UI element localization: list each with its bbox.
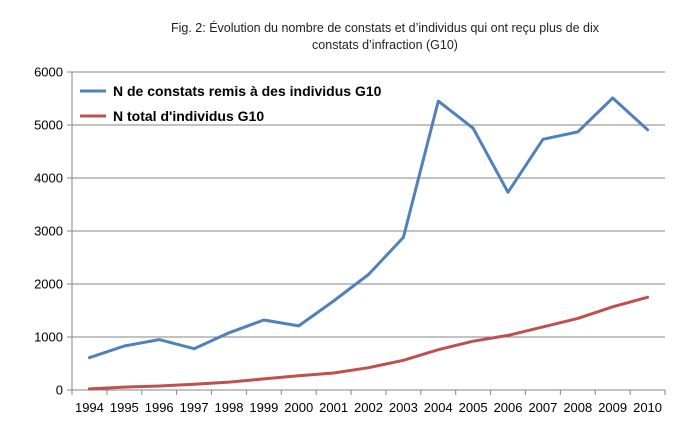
legend-label: N de constats remis à des individus G10: [113, 83, 382, 99]
figure-caption: Fig. 2: Évolution du nombre de constats …: [150, 20, 620, 54]
y-tick-label: 6000: [34, 65, 63, 80]
x-tick-label: 1996: [145, 400, 174, 415]
y-tick-label: 1000: [34, 330, 63, 345]
caption-line-2: constats d’infraction (G10): [312, 38, 458, 52]
x-tick-label: 1995: [110, 400, 139, 415]
x-tick-label: 2007: [528, 400, 557, 415]
x-tick-label: 2008: [563, 400, 592, 415]
x-tick-label: 2000: [284, 400, 313, 415]
x-tick-label: 1994: [75, 400, 104, 415]
series-line: [87, 96, 650, 360]
y-tick-label: 4000: [34, 171, 63, 186]
x-tick-label: 1998: [215, 400, 244, 415]
x-tick-label: 1999: [249, 400, 278, 415]
x-tick-label: 2002: [354, 400, 383, 415]
y-axis: 0 1000 2000 3000 4000 5000 6000: [34, 65, 73, 398]
series-lines: [87, 96, 650, 391]
y-tick-label: 5000: [34, 118, 63, 133]
x-axis: 1994 1995 1996 1997 1998 1999 2000 2001 2002 2003…: [71, 389, 666, 415]
series-line: [87, 295, 650, 391]
y-tick-label: 2000: [34, 277, 63, 292]
y-tick-label: 3000: [34, 224, 63, 239]
x-tick-label: 2005: [459, 400, 488, 415]
x-tick-label: 1997: [180, 400, 209, 415]
x-tick-label: 2001: [319, 400, 348, 415]
caption-line-1: Fig. 2: Évolution du nombre de constats …: [170, 21, 600, 35]
x-tick-label: 2004: [424, 400, 453, 415]
gridlines: [72, 71, 665, 338]
x-tick-label: 2009: [598, 400, 627, 415]
legend-label: N total d'individus G10: [113, 108, 264, 124]
x-tick-label: 2010: [633, 400, 662, 415]
y-tick-label: 0: [56, 383, 63, 398]
legend: N de constats remis à des individus G10 N…: [80, 83, 382, 124]
x-tick-label: 2006: [494, 400, 523, 415]
x-tick-label: 2003: [389, 400, 418, 415]
